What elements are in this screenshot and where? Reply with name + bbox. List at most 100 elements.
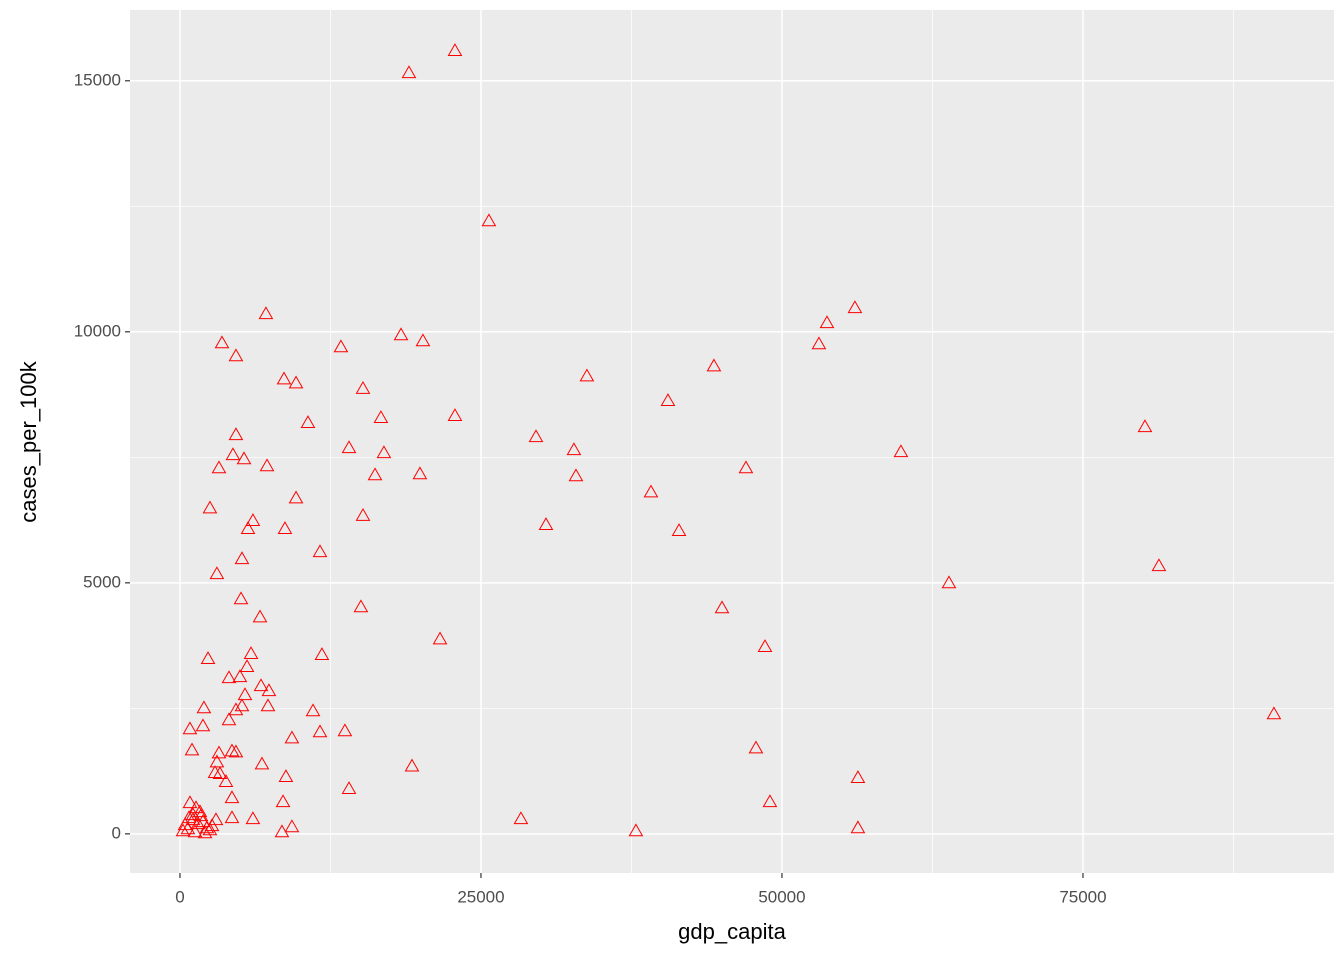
point [757, 639, 773, 652]
point [209, 754, 225, 768]
point [208, 812, 224, 826]
point [261, 683, 277, 697]
point [373, 410, 389, 424]
point [175, 823, 191, 837]
point [185, 812, 201, 826]
point [209, 566, 225, 580]
point [228, 348, 244, 362]
point [1151, 558, 1167, 572]
point [260, 698, 276, 712]
point [211, 745, 227, 759]
point [211, 460, 227, 474]
point [239, 659, 255, 673]
point [232, 669, 248, 683]
point [278, 769, 294, 782]
point [568, 468, 584, 482]
point [714, 600, 730, 614]
x-tick-label: 50000 [758, 887, 805, 906]
point [941, 575, 957, 589]
point [218, 774, 234, 788]
point [236, 451, 252, 465]
point [212, 766, 228, 779]
point [660, 393, 676, 406]
point [1137, 419, 1153, 433]
point [252, 609, 268, 623]
point [671, 523, 687, 536]
point [275, 794, 291, 808]
point [404, 758, 420, 772]
point [224, 810, 240, 824]
point [288, 490, 304, 504]
point [245, 811, 261, 825]
point [579, 368, 595, 382]
point [245, 513, 261, 526]
points [175, 43, 1282, 839]
point [234, 698, 250, 712]
point [748, 740, 764, 754]
point [628, 823, 644, 837]
point [240, 521, 256, 534]
point [182, 795, 198, 809]
point [274, 824, 290, 838]
point [538, 517, 554, 530]
point [221, 670, 237, 684]
point [643, 484, 659, 498]
point [237, 687, 253, 701]
point [253, 678, 269, 692]
point [254, 756, 270, 770]
point [202, 500, 218, 514]
point [706, 358, 722, 372]
point [1266, 706, 1282, 720]
point [214, 335, 230, 349]
point [181, 810, 197, 824]
point [199, 820, 215, 834]
point [566, 442, 582, 456]
point [224, 743, 240, 757]
y-tick-label: 10000 [74, 321, 121, 340]
point [513, 811, 529, 825]
point [401, 65, 417, 79]
point [195, 718, 211, 732]
point [284, 819, 300, 833]
point [312, 724, 328, 738]
point [415, 333, 431, 347]
y-tick-label: 15000 [74, 70, 121, 89]
point [182, 721, 198, 735]
point [276, 371, 292, 385]
point [528, 429, 544, 443]
point [811, 336, 827, 350]
point [258, 306, 274, 320]
point [228, 744, 244, 758]
point [197, 825, 213, 839]
point [259, 458, 275, 472]
point [337, 723, 353, 737]
point [847, 300, 863, 314]
point [355, 381, 371, 394]
point [187, 824, 203, 838]
point [447, 408, 463, 422]
point [355, 508, 371, 521]
point [333, 339, 349, 353]
point [300, 415, 316, 429]
point [850, 820, 866, 834]
point [850, 770, 866, 783]
point [202, 822, 218, 836]
point [277, 521, 293, 534]
point [288, 375, 304, 389]
point [177, 817, 193, 831]
y-tick-label: 5000 [83, 572, 121, 591]
point [738, 460, 754, 474]
point [221, 712, 237, 726]
point [893, 444, 909, 458]
x-axis-title: gdp_capita [678, 919, 786, 944]
point [233, 591, 249, 605]
point [314, 647, 330, 660]
point [225, 447, 241, 461]
grid [130, 10, 1334, 873]
point [353, 599, 369, 613]
x-tick-label: 0 [175, 887, 184, 906]
point [432, 631, 448, 645]
point [228, 702, 244, 716]
point [341, 440, 357, 454]
